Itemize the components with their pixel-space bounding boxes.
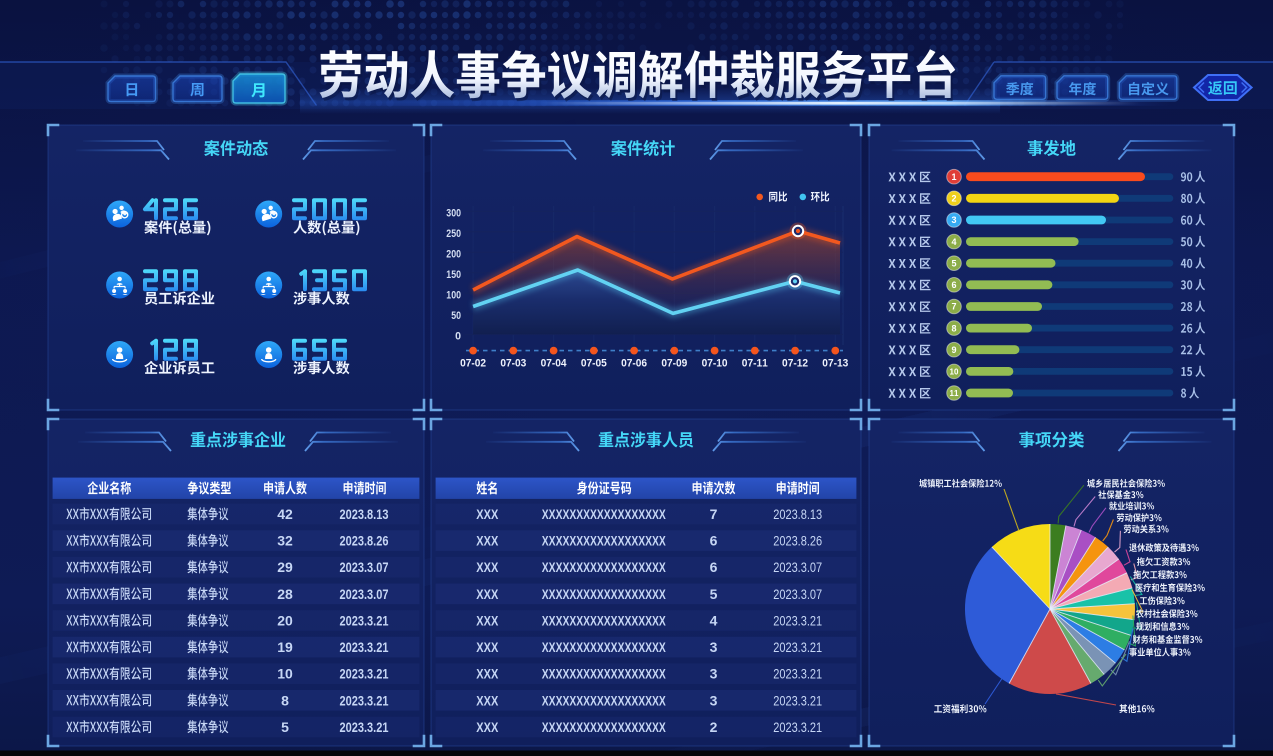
svg-text:0: 0 xyxy=(455,331,461,343)
svg-text:2023.3.21: 2023.3.21 xyxy=(773,666,822,682)
svg-text:5: 5 xyxy=(951,258,956,268)
svg-text:XXX: XXX xyxy=(476,506,499,522)
svg-text:2023.8.26: 2023.8.26 xyxy=(773,533,822,549)
svg-text:07-04: 07-04 xyxy=(541,357,567,369)
svg-text:XXXXXXXXXXXXXXXXXX: XXXXXXXXXXXXXXXXXX xyxy=(542,533,666,549)
svg-text:XXX: XXX xyxy=(476,533,499,549)
svg-text:XXXXXXXXXXXXXXXXXX: XXXXXXXXXXXXXXXXXX xyxy=(542,506,666,522)
svg-text:6: 6 xyxy=(710,559,718,575)
svg-text:2023.8.13: 2023.8.13 xyxy=(340,506,389,522)
svg-text:XXX: XXX xyxy=(476,692,499,708)
svg-text:10: 10 xyxy=(277,666,293,682)
svg-text:07-05: 07-05 xyxy=(581,357,607,369)
svg-text:42: 42 xyxy=(277,506,293,522)
svg-text:2023.3.21: 2023.3.21 xyxy=(340,719,389,735)
svg-text:3: 3 xyxy=(710,666,718,682)
svg-text:07-13: 07-13 xyxy=(822,357,848,369)
svg-text:XXXXXXXXXXXXXXXXXX: XXXXXXXXXXXXXXXXXX xyxy=(542,639,666,655)
svg-text:3: 3 xyxy=(710,639,718,655)
svg-text:7: 7 xyxy=(951,302,956,312)
svg-text:8: 8 xyxy=(281,692,289,708)
svg-text:300: 300 xyxy=(446,207,461,219)
svg-text:150: 150 xyxy=(446,269,461,281)
svg-text:2023.3.07: 2023.3.07 xyxy=(340,559,389,575)
svg-text:1: 1 xyxy=(951,172,956,182)
svg-text:2: 2 xyxy=(951,194,956,204)
svg-text:XXXXXXXXXXXXXXXXXX: XXXXXXXXXXXXXXXXXX xyxy=(542,586,666,602)
svg-text:2: 2 xyxy=(710,719,718,735)
svg-text:10: 10 xyxy=(950,368,959,377)
svg-text:XXXXXXXXXXXXXXXXXX: XXXXXXXXXXXXXXXXXX xyxy=(542,559,666,575)
svg-text:07-09: 07-09 xyxy=(661,357,687,369)
svg-text:2023.3.21: 2023.3.21 xyxy=(340,639,389,655)
svg-text:4: 4 xyxy=(951,237,956,247)
svg-text:2023.3.21: 2023.3.21 xyxy=(773,612,822,628)
svg-text:3: 3 xyxy=(951,215,956,225)
svg-text:07-10: 07-10 xyxy=(702,357,728,369)
svg-text:4: 4 xyxy=(710,612,718,628)
svg-text:07-11: 07-11 xyxy=(742,357,768,369)
svg-text:19: 19 xyxy=(277,639,293,655)
svg-text:2023.3.21: 2023.3.21 xyxy=(773,692,822,708)
svg-text:2023.3.21: 2023.3.21 xyxy=(340,692,389,708)
svg-text:XXX: XXX xyxy=(476,639,499,655)
svg-text:250: 250 xyxy=(446,228,461,240)
svg-text:5: 5 xyxy=(710,586,718,602)
svg-text:100: 100 xyxy=(446,290,461,302)
svg-text:2023.3.21: 2023.3.21 xyxy=(340,612,389,628)
svg-text:200: 200 xyxy=(446,248,461,260)
svg-text:XXX: XXX xyxy=(476,559,499,575)
svg-text:28: 28 xyxy=(277,586,293,602)
svg-text:XXXXXXXXXXXXXXXXXX: XXXXXXXXXXXXXXXXXX xyxy=(542,692,666,708)
svg-text:07-03: 07-03 xyxy=(500,357,526,369)
svg-text:32: 32 xyxy=(277,533,293,549)
svg-text:29: 29 xyxy=(277,559,293,575)
svg-text:50: 50 xyxy=(451,310,461,322)
svg-text:XXXXXXXXXXXXXXXXXX: XXXXXXXXXXXXXXXXXX xyxy=(542,719,666,735)
svg-text:11: 11 xyxy=(950,389,959,398)
svg-text:XXXXXXXXXXXXXXXXXX: XXXXXXXXXXXXXXXXXX xyxy=(542,666,666,682)
svg-text:XXX: XXX xyxy=(476,586,499,602)
svg-text:07-12: 07-12 xyxy=(782,357,808,369)
svg-text:6: 6 xyxy=(951,280,956,290)
svg-text:2023.3.07: 2023.3.07 xyxy=(773,559,822,575)
svg-text:07-02: 07-02 xyxy=(460,357,486,369)
svg-text:20: 20 xyxy=(277,612,293,628)
svg-text:2023.3.07: 2023.3.07 xyxy=(340,586,389,602)
svg-text:XXXXXXXXXXXXXXXXXX: XXXXXXXXXXXXXXXXXX xyxy=(542,612,666,628)
svg-text:07-06: 07-06 xyxy=(621,357,647,369)
svg-text:8: 8 xyxy=(951,323,956,333)
svg-text:2023.8.13: 2023.8.13 xyxy=(773,506,822,522)
svg-text:2023.8.26: 2023.8.26 xyxy=(340,533,389,549)
svg-text:2023.3.21: 2023.3.21 xyxy=(773,719,822,735)
svg-text:2023.3.21: 2023.3.21 xyxy=(773,639,822,655)
svg-text:XXX: XXX xyxy=(476,666,499,682)
svg-text:9: 9 xyxy=(951,345,956,355)
svg-text:2023.3.07: 2023.3.07 xyxy=(773,586,822,602)
svg-text:5: 5 xyxy=(281,719,289,735)
svg-text:7: 7 xyxy=(710,506,718,522)
svg-text:XXX: XXX xyxy=(476,719,499,735)
svg-text:6: 6 xyxy=(710,533,718,549)
svg-text:2023.3.21: 2023.3.21 xyxy=(340,666,389,682)
svg-text:XXX: XXX xyxy=(476,612,499,628)
svg-text:3: 3 xyxy=(710,692,718,708)
